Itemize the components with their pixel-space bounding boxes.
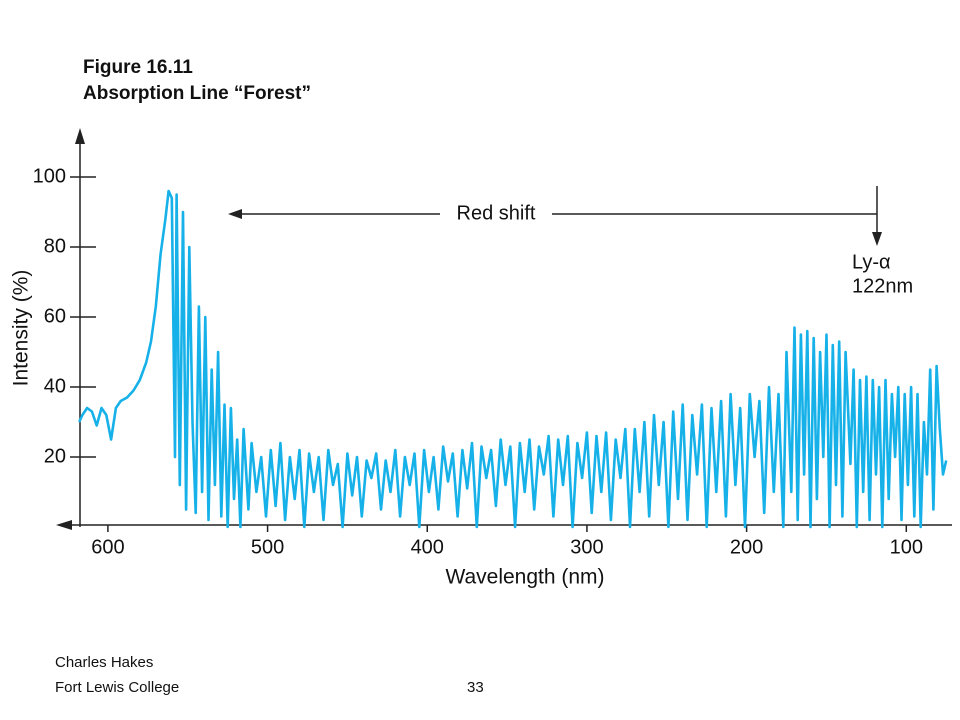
x-tick-label: 400 <box>411 536 444 558</box>
y-axis-label: Intensity (%) <box>10 270 33 387</box>
y-tick-label: 100 <box>33 165 66 187</box>
y-tick-label: 20 <box>44 445 66 467</box>
y-tick-label: 80 <box>44 235 66 257</box>
x-tick-label: 100 <box>890 536 923 558</box>
ly-alpha-wavelength: 122nm <box>852 275 913 297</box>
spectrum-line <box>78 189 948 529</box>
page-number: 33 <box>467 679 484 696</box>
x-axis-label: Wavelength (nm) <box>445 566 604 589</box>
footer-author: Charles Hakes <box>55 654 153 671</box>
x-tick-label: 300 <box>570 536 603 558</box>
arrow-head <box>228 209 242 219</box>
arrow-head <box>872 232 882 246</box>
x-tick-label: 600 <box>91 536 124 558</box>
footer-school: Fort Lewis College <box>55 679 179 696</box>
x-axis-arrow <box>56 520 72 530</box>
figure-title: Absorption Line “Forest” <box>83 83 311 104</box>
figure-number: Figure 16.11 <box>83 57 193 78</box>
x-tick-label: 200 <box>730 536 763 558</box>
x-tick-label: 500 <box>251 536 284 558</box>
y-tick-label: 40 <box>44 375 66 397</box>
y-axis-arrow <box>75 128 85 144</box>
y-tick-label: 60 <box>44 305 66 327</box>
ly-alpha-label: Ly-α <box>852 251 891 273</box>
red-shift-label: Red shift <box>457 202 536 224</box>
red-shift-annotation: Red shift Ly-α 122nm <box>228 186 913 297</box>
